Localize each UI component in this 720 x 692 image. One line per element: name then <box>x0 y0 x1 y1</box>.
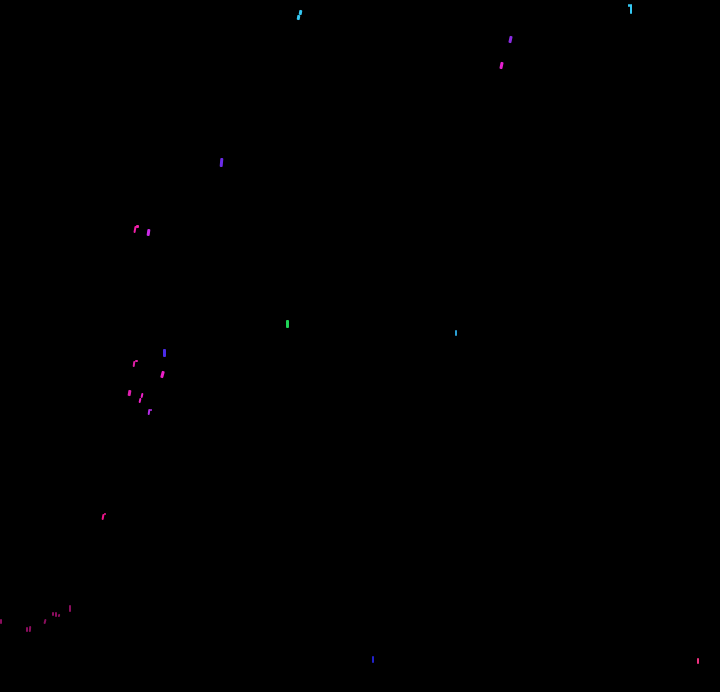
speck-bl-darkmagenta-4 <box>57 613 61 618</box>
speck-bottom-right-pink-bar <box>697 658 699 664</box>
speck-cluster-indigo-bar <box>163 349 166 357</box>
speck-bl-darkmagenta-3b <box>55 612 57 617</box>
speck-bl-darkmagenta-bar <box>69 605 71 612</box>
speck-bl-darkmagenta-edge <box>0 619 2 624</box>
speck-upper-magenta <box>499 61 504 70</box>
speck-cluster-magenta-3 <box>127 389 132 397</box>
speck-bottom-blue-bar <box>372 656 374 663</box>
speck-top-right-cyan-nub <box>628 4 630 7</box>
speck-top-right-cyan-bar <box>630 4 632 14</box>
speck-cluster-magenta-1b <box>135 360 138 362</box>
speck-cluster-violet-5b <box>150 409 152 411</box>
speck-top-center-cyan-b <box>296 14 301 21</box>
speck-mid-left-blueviolet <box>219 157 224 168</box>
speck-cluster-magenta-2 <box>160 370 165 379</box>
speck-bl-darkmagenta-3a <box>52 612 54 616</box>
speck-cluster-magenta-4b <box>138 397 142 404</box>
speck-bl-darkmagenta-1a <box>26 627 28 632</box>
speck-lower-deeppink-dot <box>104 513 106 515</box>
speck-left-purple-bar <box>146 228 151 237</box>
speck-center-green-bar <box>286 320 289 328</box>
speck-upper-violet <box>508 35 513 44</box>
speck-bl-darkmagenta-1b <box>28 625 32 633</box>
speck-center-cyanblue-bar <box>455 330 457 336</box>
speck-bl-darkmagenta-2 <box>43 618 47 625</box>
speck-left-pink-hook-top <box>136 225 139 228</box>
